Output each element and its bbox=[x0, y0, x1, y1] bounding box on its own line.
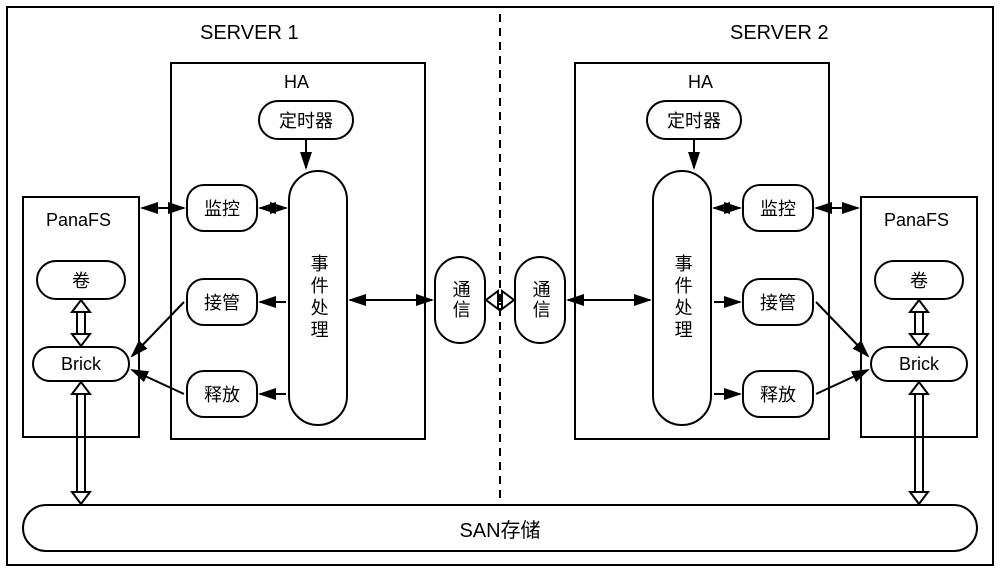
s1-takeover: 接管 bbox=[186, 278, 258, 326]
s2-brick: Brick bbox=[870, 346, 968, 382]
server2-title: SERVER 2 bbox=[730, 22, 829, 45]
s2-release: 释放 bbox=[742, 370, 814, 418]
outer-frame bbox=[6, 6, 994, 566]
s1-panafs-box bbox=[22, 196, 140, 438]
s2-takeover: 接管 bbox=[742, 278, 814, 326]
server1-title: SERVER 1 bbox=[200, 22, 299, 45]
s1-monitor: 监控 bbox=[186, 184, 258, 232]
s1-comm: 通信 bbox=[434, 256, 486, 344]
s1-brick: Brick bbox=[32, 346, 130, 382]
s1-volume: 卷 bbox=[36, 260, 126, 300]
s1-comm-text: 通信 bbox=[447, 280, 472, 320]
s2-ha-label: HA bbox=[688, 72, 713, 93]
s2-comm-text: 通信 bbox=[527, 280, 552, 320]
s2-timer: 定时器 bbox=[646, 100, 742, 140]
s2-panafs-label: PanaFS bbox=[884, 210, 949, 231]
s1-release: 释放 bbox=[186, 370, 258, 418]
s1-ha-label: HA bbox=[284, 72, 309, 93]
s2-panafs-box bbox=[860, 196, 978, 438]
s2-volume: 卷 bbox=[874, 260, 964, 300]
s1-panafs-label: PanaFS bbox=[46, 210, 111, 231]
san-storage: SAN存储 bbox=[22, 504, 978, 552]
s1-event-handler: 事件处理 bbox=[288, 170, 348, 426]
s1-event-handler-text: 事件处理 bbox=[305, 254, 330, 342]
s2-event-handler-text: 事件处理 bbox=[669, 254, 694, 342]
s2-comm: 通信 bbox=[514, 256, 566, 344]
s2-monitor: 监控 bbox=[742, 184, 814, 232]
s1-timer: 定时器 bbox=[258, 100, 354, 140]
s2-event-handler: 事件处理 bbox=[652, 170, 712, 426]
